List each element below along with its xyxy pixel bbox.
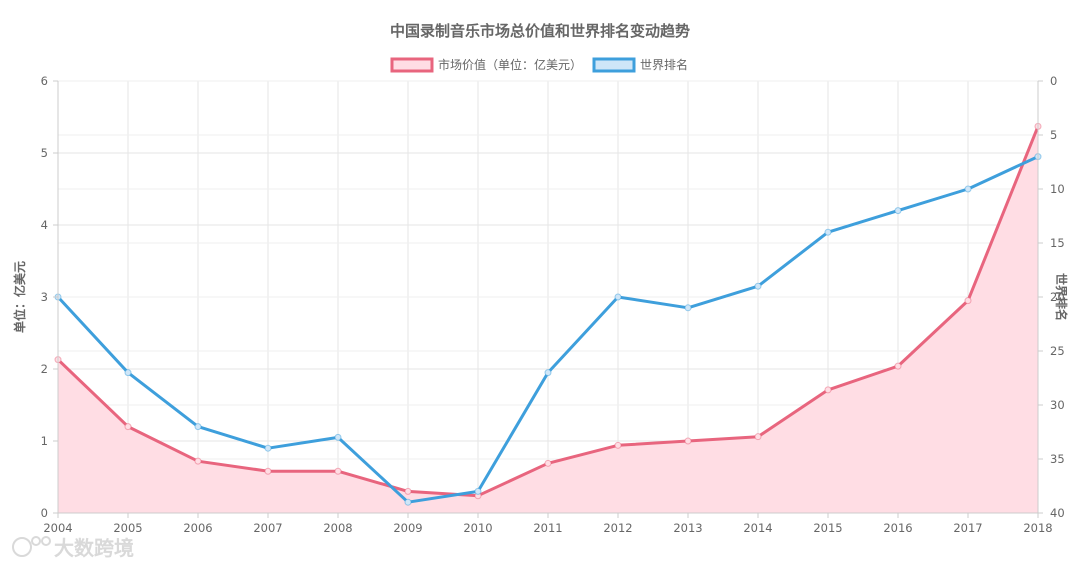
x-tick-label: 2009 [393, 521, 422, 535]
chart-title: 中国录制音乐市场总价值和世界排名变动趋势 [390, 22, 690, 40]
series-point-1 [474, 487, 482, 495]
y-right-tick-label: 10 [1050, 182, 1065, 196]
chart-legend: 市场价值（单位：亿美元） 世界排名 [390, 57, 688, 73]
series-point-0 [544, 459, 552, 467]
y-right-tick-label: 40 [1050, 506, 1065, 520]
series-point-0 [334, 467, 342, 475]
series-area-0 [58, 126, 1038, 514]
x-tick-label: 2017 [953, 521, 982, 535]
y-right-tick-label: 25 [1050, 344, 1065, 358]
series-point-0 [894, 362, 902, 370]
x-tick-label: 2014 [743, 521, 772, 535]
x-tick-label: 2006 [183, 521, 212, 535]
x-tick-label: 2012 [603, 521, 632, 535]
series-point-0 [684, 437, 692, 445]
series-point-1 [264, 444, 272, 452]
series-point-1 [894, 207, 902, 215]
y-right-tick-label: 5 [1050, 128, 1057, 142]
y-left-axis-title: 单位：亿美元 [12, 261, 27, 333]
y-left-tick-label: 5 [41, 146, 48, 160]
x-tick-label: 2005 [113, 521, 142, 535]
y-right-axis-title: 世界排名 [1054, 273, 1069, 321]
y-left-tick-label: 2 [41, 362, 48, 376]
y-left-tick-label: 3 [41, 290, 48, 304]
x-tick-label: 2004 [43, 521, 72, 535]
series-point-1 [614, 293, 622, 301]
series-point-0 [124, 423, 132, 431]
legend-label-1: 世界排名 [640, 57, 688, 72]
series-point-0 [964, 297, 972, 305]
series-point-1 [194, 423, 202, 431]
x-tick-label: 2010 [463, 521, 492, 535]
watermark-logo-icon [12, 536, 51, 557]
x-tick-label: 2015 [813, 521, 842, 535]
x-tick-label: 2007 [253, 521, 282, 535]
x-tick-label: 2016 [883, 521, 912, 535]
x-tick-label: 2011 [533, 521, 562, 535]
y-right-tick-label: 35 [1050, 452, 1065, 466]
series-point-1 [824, 228, 832, 236]
y-left-tick-label: 0 [41, 506, 48, 520]
legend-swatch-1 [592, 57, 636, 73]
legend-swatch-0 [390, 57, 434, 73]
y-right-tick-label: 0 [1050, 74, 1057, 88]
y-left-tick-label: 1 [41, 434, 48, 448]
series-point-0 [264, 467, 272, 475]
y-left-tick-label: 4 [41, 218, 48, 232]
chart-axes: 2004 2005 2006 2007 2008 2009 2010 2011 2012 2013… [41, 74, 1065, 535]
series-point-0 [824, 386, 832, 394]
series-point-0 [404, 487, 412, 495]
y-right-tick-label: 15 [1050, 236, 1065, 250]
series-point-1 [754, 282, 762, 290]
series-point-0 [754, 433, 762, 441]
legend-label-0: 市场价值（单位：亿美元） [438, 57, 582, 72]
series-point-1 [124, 369, 132, 377]
watermark: 大数跨境 [12, 536, 134, 560]
y-right-tick-label: 20 [1050, 290, 1065, 304]
series-point-1 [404, 498, 412, 506]
chart-areas [58, 126, 1038, 514]
series-point-1 [334, 433, 342, 441]
x-tick-label: 2013 [673, 521, 702, 535]
series-point-1 [544, 369, 552, 377]
x-tick-label: 2008 [323, 521, 352, 535]
series-point-1 [964, 185, 972, 193]
y-left-tick-label: 6 [41, 74, 48, 88]
watermark-text: 大数跨境 [54, 536, 134, 560]
series-point-1 [684, 304, 692, 312]
series-point-0 [614, 441, 622, 449]
series-point-0 [194, 457, 202, 465]
x-tick-label: 2018 [1023, 521, 1052, 535]
y-right-tick-label: 30 [1050, 398, 1065, 412]
